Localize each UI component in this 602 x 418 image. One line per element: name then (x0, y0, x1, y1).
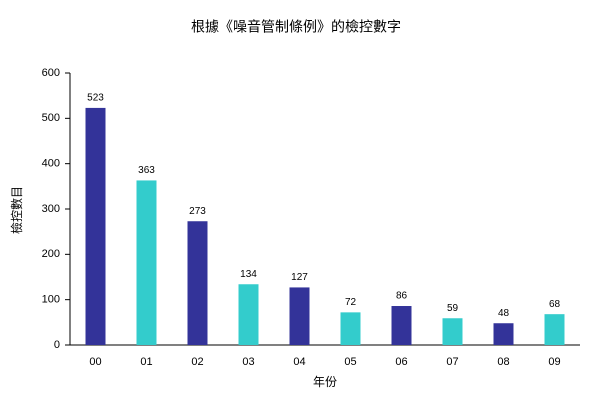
data-label: 273 (189, 206, 206, 217)
y-tick-label: 0 (54, 339, 60, 351)
x-tick-label: 06 (395, 356, 407, 368)
x-tick-label: 07 (446, 356, 458, 368)
bar (391, 306, 412, 345)
data-label: 134 (240, 269, 257, 280)
y-tick-label: 600 (42, 67, 60, 79)
y-tick-label: 100 (42, 294, 60, 306)
x-tick-label: 09 (548, 356, 560, 368)
chart-title: 根據《噪音管制條例》的檢控數字 (191, 19, 401, 35)
x-tick-label: 04 (293, 356, 305, 368)
x-tick-label: 08 (497, 356, 509, 368)
x-tick-label: 02 (191, 356, 203, 368)
data-label: 86 (396, 291, 408, 302)
x-tick-label: 03 (242, 356, 254, 368)
bar (289, 287, 310, 345)
y-tick-label: 500 (42, 112, 60, 124)
y-tick-label: 200 (42, 248, 60, 260)
x-axis-title: 年份 (313, 375, 337, 389)
bar (187, 221, 208, 345)
y-tick-label: 300 (42, 203, 60, 215)
x-tick-label: 00 (89, 356, 101, 368)
data-label: 523 (87, 93, 104, 104)
bar (136, 180, 157, 345)
x-tick-label: 05 (344, 356, 356, 368)
y-tick-label: 400 (42, 158, 60, 170)
data-label: 72 (345, 297, 357, 308)
bar (493, 323, 514, 345)
data-label: 48 (498, 308, 510, 319)
bar (340, 312, 361, 345)
data-label: 68 (549, 299, 561, 310)
y-axis-title: 檢控數目 (9, 186, 24, 234)
bar (544, 314, 565, 345)
bar (85, 107, 106, 345)
data-label: 59 (447, 303, 459, 314)
data-label: 127 (291, 272, 308, 283)
data-label: 363 (138, 165, 155, 176)
bar (238, 284, 259, 345)
x-tick-label: 01 (140, 356, 152, 368)
bar (442, 318, 463, 345)
